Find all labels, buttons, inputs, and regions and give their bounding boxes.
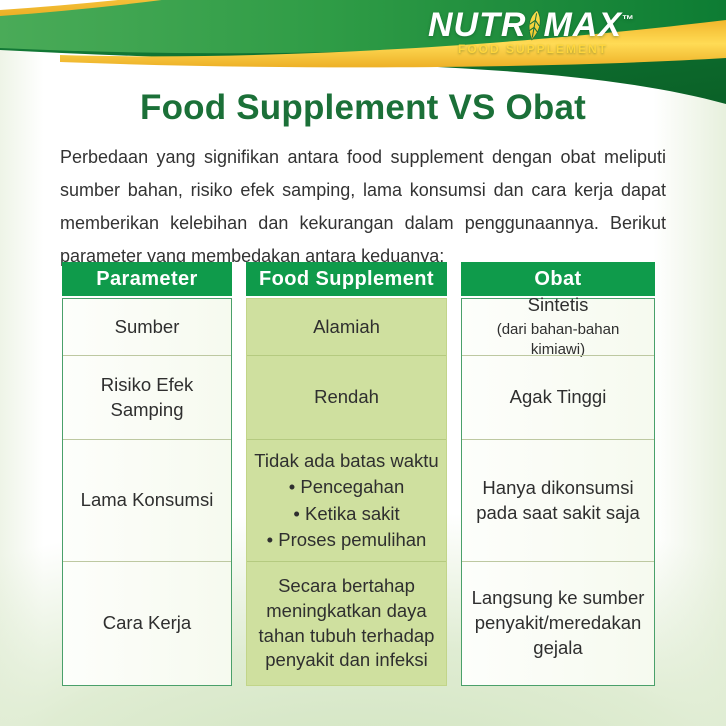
trademark-symbol: ™	[622, 12, 634, 27]
cell-obat-lama-konsumsi: Hanya dikonsumsi pada saat sakit saja	[462, 439, 654, 561]
cell-parameter-risiko: Risiko Efek Samping	[63, 355, 231, 439]
cell-text: Langsung ke sumber penyakit/meredakan ge…	[471, 587, 645, 658]
cell-text: Tidak ada batas waktu	[254, 449, 439, 471]
cell-text: Secara bertahap meningkatkan daya tahan …	[258, 574, 435, 671]
bullet-item: • Proses pemulihan	[266, 528, 427, 550]
header-cell-parameter: Parameter	[62, 262, 232, 296]
brand-prefix: NUTR	[428, 6, 527, 44]
cell-obat-sumber: Sintetis (dari bahan-bahan kimiawi)	[462, 294, 654, 358]
cell-text: Lama Konsumsi	[80, 489, 214, 511]
column-parameter: Parameter Sumber Risiko Efek Samping Lam…	[62, 262, 232, 686]
logo-tagline: FOOD SUPPLEMENT	[457, 42, 608, 56]
cell-text: Risiko Efek Samping	[100, 373, 194, 420]
cell-parameter-cara-kerja: Cara Kerja	[63, 561, 231, 685]
comparison-table: Parameter Sumber Risiko Efek Samping Lam…	[62, 262, 656, 686]
cell-supplement-risiko: Rendah	[247, 355, 446, 439]
cell-obat-risiko: Agak Tinggi	[462, 355, 654, 439]
cell-supplement-cara-kerja: Secara bertahap meningkatkan daya tahan …	[247, 561, 446, 685]
column-parameter-body: Sumber Risiko Efek Samping Lama Konsumsi…	[62, 298, 232, 686]
cell-text: Cara Kerja	[102, 612, 192, 634]
cell-text: Hanya dikonsumsi pada saat sakit saja	[476, 476, 640, 523]
brand-suffix: MAX	[543, 6, 622, 44]
bullet-item: • Ketika sakit	[293, 502, 400, 524]
top-banner: NUTR MAX™ FOOD SUPPLEMENT	[0, 0, 726, 112]
bullet-item: • Pencegahan	[288, 476, 405, 498]
cell-text: Sintetis	[527, 294, 589, 316]
banner-swoosh-graphic	[0, 0, 726, 104]
cell-text: Alamiah	[313, 315, 380, 337]
page-title: Food Supplement VS Obat	[140, 88, 586, 127]
brand-wordmark: NUTR MAX™	[428, 6, 634, 45]
header-cell-food-supplement: Food Supplement	[246, 262, 447, 296]
cell-note: (dari bahan-bahan kimiawi)	[496, 321, 620, 359]
cell-obat-cara-kerja: Langsung ke sumber penyakit/meredakan ge…	[462, 561, 654, 685]
header-cell-obat: Obat	[461, 262, 655, 296]
column-food-supplement-body: Alamiah Rendah Tidak ada batas waktu • P…	[246, 298, 447, 686]
cell-supplement-sumber: Alamiah	[247, 299, 446, 355]
cell-text: Agak Tinggi	[509, 386, 607, 408]
leaf-icon	[529, 9, 542, 41]
column-obat-body: Sintetis (dari bahan-bahan kimiawi) Agak…	[461, 294, 655, 686]
cell-text: Sumber	[114, 315, 180, 337]
cell-supplement-lama-konsumsi: Tidak ada batas waktu • Pencegahan • Ket…	[247, 439, 446, 561]
column-obat: Obat Sintetis (dari bahan-bahan kimiawi)…	[461, 262, 655, 686]
column-food-supplement: Food Supplement Alamiah Rendah Tidak ada…	[246, 262, 447, 686]
cell-parameter-lama-konsumsi: Lama Konsumsi	[63, 439, 231, 561]
cell-parameter-sumber: Sumber	[63, 299, 231, 355]
nutrimax-logo: NUTR MAX™ FOOD SUPPLEMENT	[428, 6, 634, 56]
intro-paragraph: Perbedaan yang signifikan antara food su…	[60, 147, 666, 266]
cell-text: Rendah	[314, 386, 379, 408]
